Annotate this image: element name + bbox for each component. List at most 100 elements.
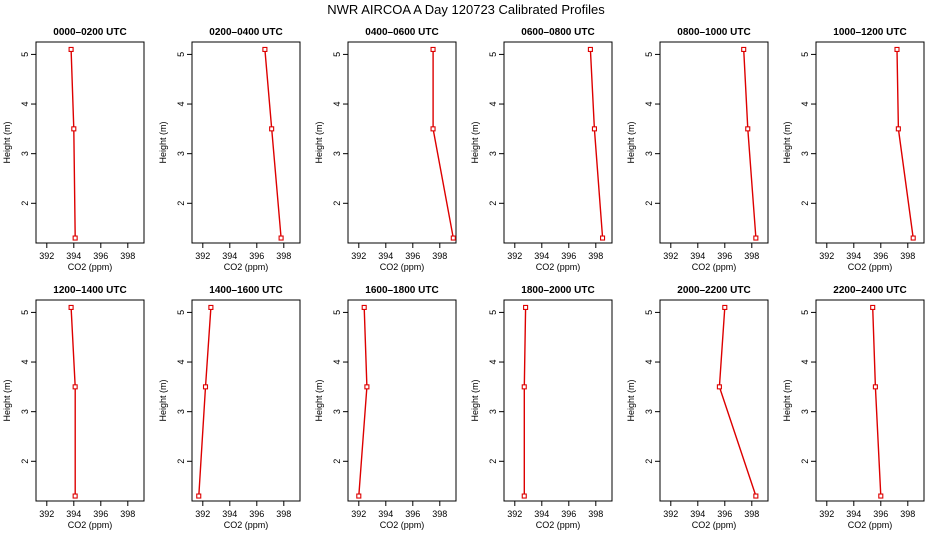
panel-title: 1200–1400 UTC (53, 285, 126, 296)
y-tick-label: 3 (20, 409, 30, 414)
panel-title: 1000–1200 UTC (833, 27, 906, 38)
panel-5: 0800–1000 UTC 392 394 396 398 2 3 4 5 CO2 (ppm) He… (626, 27, 769, 272)
panel-9: 1600–1800 UTC 392 394 396 398 2 3 4 5 CO2 (ppm) He… (314, 285, 457, 530)
x-tick-label: 394 (690, 251, 705, 261)
x-tick-label: 398 (432, 509, 447, 519)
x-tick-label: 392 (195, 251, 210, 261)
data-point (587, 46, 593, 52)
data-point (450, 235, 456, 241)
y-axis-label: Height (m) (2, 121, 12, 163)
data-point (262, 46, 268, 52)
y-axis-label: Height (m) (470, 121, 480, 163)
y-tick-label: 3 (488, 151, 498, 156)
x-tick-label: 392 (39, 251, 54, 261)
x-tick-label: 398 (744, 251, 759, 261)
x-axis-label: CO2 (ppm) (224, 520, 269, 530)
data-point (521, 493, 527, 499)
x-tick-label: 392 (507, 509, 522, 519)
panel-title: 0800–1000 UTC (677, 27, 750, 38)
x-tick-label: 396 (249, 251, 264, 261)
y-tick-label: 4 (800, 360, 810, 365)
plot-frame (659, 299, 769, 502)
y-tick-label: 3 (332, 151, 342, 156)
x-tick-label: 392 (195, 509, 210, 519)
data-point (523, 304, 529, 310)
profile-line (743, 49, 757, 239)
x-tick-label: 392 (39, 509, 54, 519)
y-tick-label: 5 (20, 310, 30, 315)
data-point (208, 304, 214, 310)
x-tick-label: 394 (378, 251, 393, 261)
data-point (741, 46, 747, 52)
profile-line (264, 49, 282, 239)
x-tick-label: 394 (846, 509, 861, 519)
x-tick-label: 392 (819, 251, 834, 261)
plot-frame (503, 41, 613, 244)
y-tick-label: 2 (800, 201, 810, 206)
plot-frame (191, 41, 301, 244)
panel-12: 2200–2400 UTC 392 394 396 398 2 3 4 5 CO2 (ppm) He… (782, 285, 925, 530)
panels-grid: 0000–0200 UTC 392 394 396 398 2 3 4 5 CO2 (ppm) He… (2, 27, 925, 530)
x-axis-label: CO2 (ppm) (692, 262, 737, 272)
panel-title: 2000–2200 UTC (677, 285, 750, 296)
x-tick-label: 396 (405, 251, 420, 261)
y-axis-label: Height (m) (2, 379, 12, 421)
data-point (71, 126, 77, 132)
y-axis-label: Height (m) (626, 121, 636, 163)
x-axis-label: CO2 (ppm) (68, 520, 113, 530)
x-tick-label: 398 (276, 509, 291, 519)
y-tick-label: 3 (332, 409, 342, 414)
x-tick-label: 392 (507, 251, 522, 261)
x-tick-label: 396 (717, 251, 732, 261)
x-tick-label: 396 (561, 509, 576, 519)
data-point (196, 493, 202, 499)
profile-line (358, 307, 368, 497)
x-tick-label: 396 (717, 509, 732, 519)
x-tick-label: 398 (432, 251, 447, 261)
y-axis-label: Height (m) (314, 121, 324, 163)
x-tick-label: 398 (588, 251, 603, 261)
y-tick-label: 2 (644, 201, 654, 206)
x-tick-label: 396 (873, 509, 888, 519)
x-tick-label: 396 (249, 509, 264, 519)
y-tick-label: 4 (332, 102, 342, 107)
panel-title: 0400–0600 UTC (365, 27, 438, 38)
panel-title: 1800–2000 UTC (521, 285, 594, 296)
x-tick-label: 392 (351, 251, 366, 261)
x-axis-label: CO2 (ppm) (692, 520, 737, 530)
data-point (72, 493, 78, 499)
plot-frame (347, 299, 457, 502)
figure-title: NWR AIRCOA A Day 120723 Calibrated Profi… (327, 2, 605, 17)
x-axis-label: CO2 (ppm) (224, 262, 269, 272)
x-tick-label: 394 (222, 251, 237, 261)
data-point (356, 493, 362, 499)
y-tick-label: 4 (176, 360, 186, 365)
y-tick-label: 2 (20, 201, 30, 206)
data-point (521, 384, 527, 390)
panel-8: 1400–1600 UTC 392 394 396 398 2 3 4 5 CO2 (ppm) He… (158, 285, 301, 530)
data-point (591, 126, 598, 132)
panel-title: 0200–0400 UTC (209, 27, 282, 38)
x-axis-label: CO2 (ppm) (68, 262, 113, 272)
data-point (716, 384, 722, 390)
y-axis-label: Height (m) (782, 379, 792, 421)
profile-line (523, 307, 527, 496)
y-tick-label: 5 (332, 52, 342, 57)
x-tick-label: 394 (66, 509, 81, 519)
y-tick-label: 4 (644, 102, 654, 107)
y-tick-label: 4 (20, 102, 30, 107)
data-point (722, 304, 728, 310)
x-tick-label: 396 (873, 251, 888, 261)
plot-frame (815, 41, 925, 244)
data-point (878, 493, 884, 499)
y-tick-label: 4 (800, 102, 810, 107)
y-tick-label: 5 (488, 310, 498, 315)
plot-frame (35, 41, 145, 244)
y-axis-label: Height (m) (626, 379, 636, 421)
y-tick-label: 2 (488, 459, 498, 464)
data-point (599, 235, 606, 241)
panel-4: 0600–0800 UTC 392 394 396 398 2 3 4 5 CO2 (ppm) He… (470, 27, 613, 272)
x-tick-label: 394 (846, 251, 861, 261)
data-point (745, 126, 751, 132)
